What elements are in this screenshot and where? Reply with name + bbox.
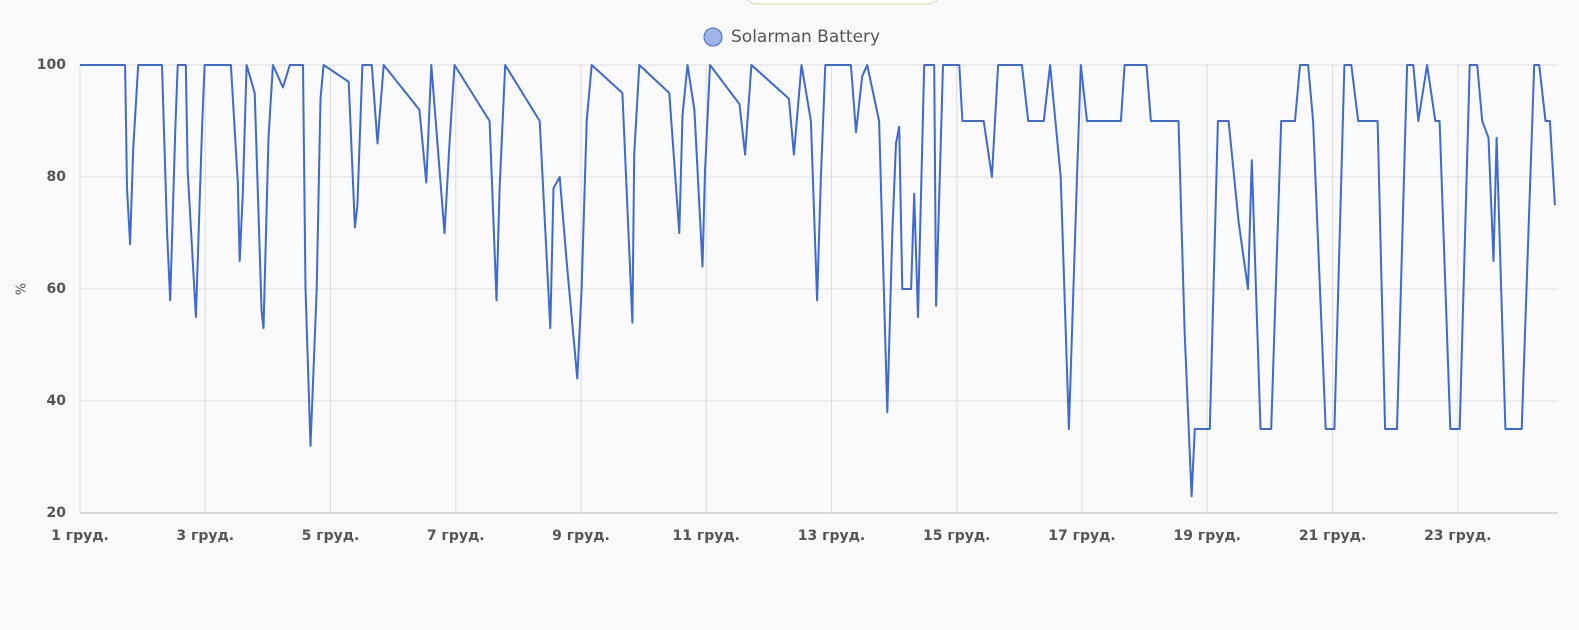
toggle-pill [747,0,938,5]
x-tick-label: 17 груд. [1048,528,1115,544]
y-axis-label: % [15,283,30,295]
y-tick-label: 60 [47,281,67,297]
x-tick-label: 11 груд. [673,528,740,544]
series-line [80,64,1556,498]
x-tick-label: 23 груд. [1424,528,1491,544]
x-tick-label: 9 груд. [552,528,610,544]
x-tick-label: 13 груд. [798,528,865,544]
x-tick-label: 15 груд. [923,528,990,544]
x-tick-label: 1 груд. [51,528,109,544]
y-tick-label: 80 [47,169,67,185]
x-tick-label: 3 груд. [176,528,234,544]
y-tick-label: 100 [37,57,66,73]
x-tick-label: 19 груд. [1174,528,1241,544]
legend-marker[interactable] [703,27,723,47]
x-tick-label: 5 груд. [302,528,360,544]
x-tick-label: 7 груд. [427,528,485,544]
x-tick-label: 21 груд. [1299,528,1366,544]
y-tick-label: 40 [47,393,67,409]
legend-label[interactable]: Solarman Battery [731,27,880,47]
y-tick-label: 20 [47,505,67,521]
